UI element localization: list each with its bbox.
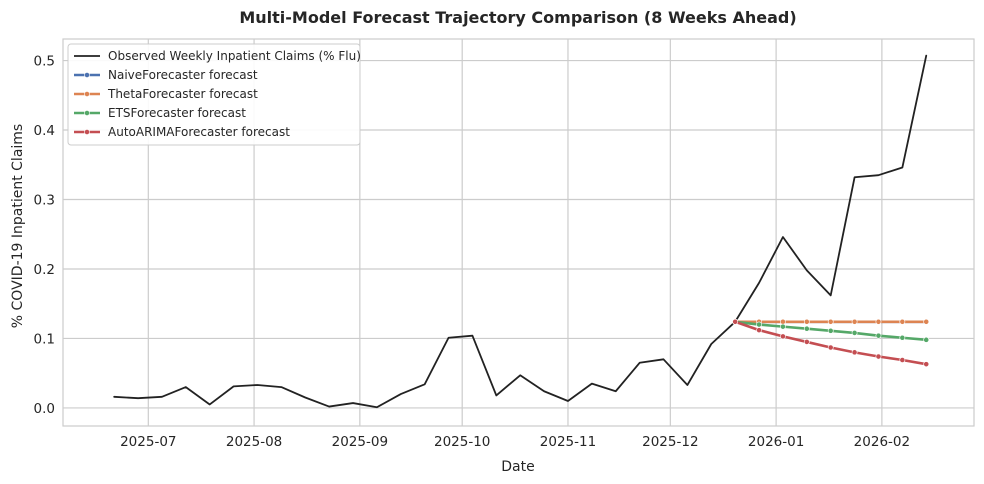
series-4 <box>732 318 930 368</box>
legend-label: NaiveForecaster forecast <box>108 68 258 82</box>
x-axis-title: Date <box>501 459 534 475</box>
x-tick-label: 2026-02 <box>854 434 910 450</box>
data-point <box>851 329 858 336</box>
x-tick-label: 2025-12 <box>642 434 698 450</box>
series-layer <box>113 54 930 409</box>
x-tick-label: 2025-09 <box>332 434 388 450</box>
x-tick-label: 2026-01 <box>748 434 804 450</box>
y-tick-label: 0.2 <box>34 262 55 278</box>
data-point <box>756 327 762 334</box>
data-point <box>803 339 810 345</box>
y-tick-label: 0.4 <box>34 123 55 139</box>
x-tick-label: 2025-08 <box>226 434 282 450</box>
legend: Observed Weekly Inpatient Claims (% Flu)… <box>67 43 361 146</box>
series-0 <box>113 54 928 409</box>
data-point <box>780 318 786 325</box>
data-point <box>827 344 834 351</box>
y-tick-label: 0.3 <box>34 192 55 208</box>
data-point <box>827 318 834 325</box>
data-point <box>923 336 930 343</box>
legend-label: AutoARIMAForecaster forecast <box>108 125 290 139</box>
data-point <box>803 318 810 325</box>
data-point <box>732 318 739 325</box>
data-point <box>875 332 882 339</box>
x-tick-label: 2025-07 <box>120 434 176 450</box>
legend-label: ThetaForecaster forecast <box>107 87 258 101</box>
data-point <box>875 353 882 360</box>
x-tick-label: 2025-10 <box>434 434 490 450</box>
data-point <box>756 321 762 328</box>
legend-item: AutoARIMAForecaster forecast <box>74 125 290 139</box>
legend-label: Observed Weekly Inpatient Claims (% Flu) <box>108 49 361 63</box>
series-line <box>113 54 928 409</box>
data-point <box>899 318 906 325</box>
data-point <box>827 327 834 334</box>
data-point <box>923 318 930 325</box>
legend-marker <box>84 72 90 78</box>
x-tick-label: 2025-11 <box>540 434 596 450</box>
legend-item: ThetaForecaster forecast <box>74 87 258 101</box>
data-point <box>899 334 906 341</box>
data-point <box>780 333 786 340</box>
chart-title: Multi-Model Forecast Trajectory Comparis… <box>239 8 796 27</box>
y-tick-label: 0.5 <box>34 54 55 70</box>
legend-item: NaiveForecaster forecast <box>74 68 258 82</box>
data-point <box>851 349 858 356</box>
legend-box <box>67 43 361 146</box>
y-tick-label: 0.1 <box>34 331 55 347</box>
y-axis-title: % COVID-19 Inpatient Claims <box>10 124 26 328</box>
legend-marker <box>84 129 90 135</box>
legend-item: ETSForecaster forecast <box>74 106 246 120</box>
data-point <box>923 361 930 368</box>
data-point <box>851 318 858 325</box>
data-point <box>780 323 786 330</box>
x-axis-ticks: 2025-07 2025-08 2025-09 2025-10 2025-11 2025-… <box>120 434 910 450</box>
y-tick-label: 0.0 <box>34 401 55 417</box>
data-point <box>875 318 882 325</box>
data-point <box>899 357 906 363</box>
series-3 <box>732 318 930 343</box>
legend-marker <box>84 110 90 116</box>
legend-item: Observed Weekly Inpatient Claims (% Flu) <box>74 49 361 63</box>
plot-frame <box>62 38 975 427</box>
legend-marker <box>84 91 90 97</box>
legend-label: ETSForecaster forecast <box>108 106 246 120</box>
y-axis-ticks: 0.0 0.1 0.2 0.3 0.4 0.5 <box>34 54 55 417</box>
data-point <box>803 325 810 332</box>
